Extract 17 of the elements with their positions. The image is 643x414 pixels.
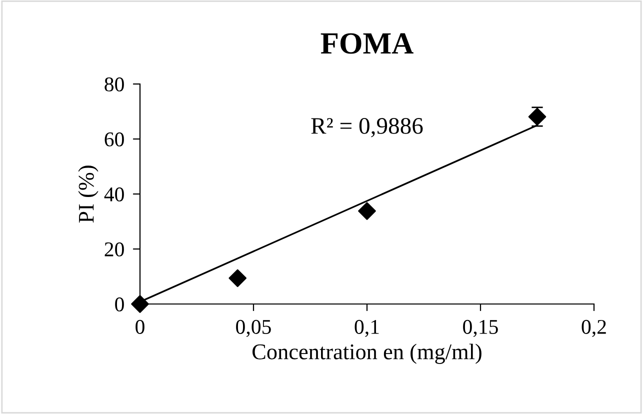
y-tick-label: 80 [104, 77, 124, 92]
x-tick-label: 0,2 [582, 320, 606, 337]
y-tick-label: 60 [104, 132, 124, 146]
x-tick-label: 0,05 [236, 320, 271, 337]
point [228, 269, 247, 288]
point [131, 295, 149, 313]
x-axis-title: Concentration en (mg/ml) [252, 344, 482, 364]
point [358, 202, 376, 220]
x-tick-label: 0 [136, 320, 144, 334]
y-tick-label: 40 [104, 187, 124, 202]
x-tick-label: 0,1 [354, 320, 379, 337]
chart-title: FOMA [320, 33, 414, 54]
y-axis-title: PI (%) [78, 166, 98, 223]
y-tick-label: 20 [104, 242, 124, 256]
y-tick-label: 0 [115, 297, 124, 312]
x-tick-label: 0,15 [463, 320, 498, 337]
annotation: R² = 0,9886 [311, 118, 423, 138]
